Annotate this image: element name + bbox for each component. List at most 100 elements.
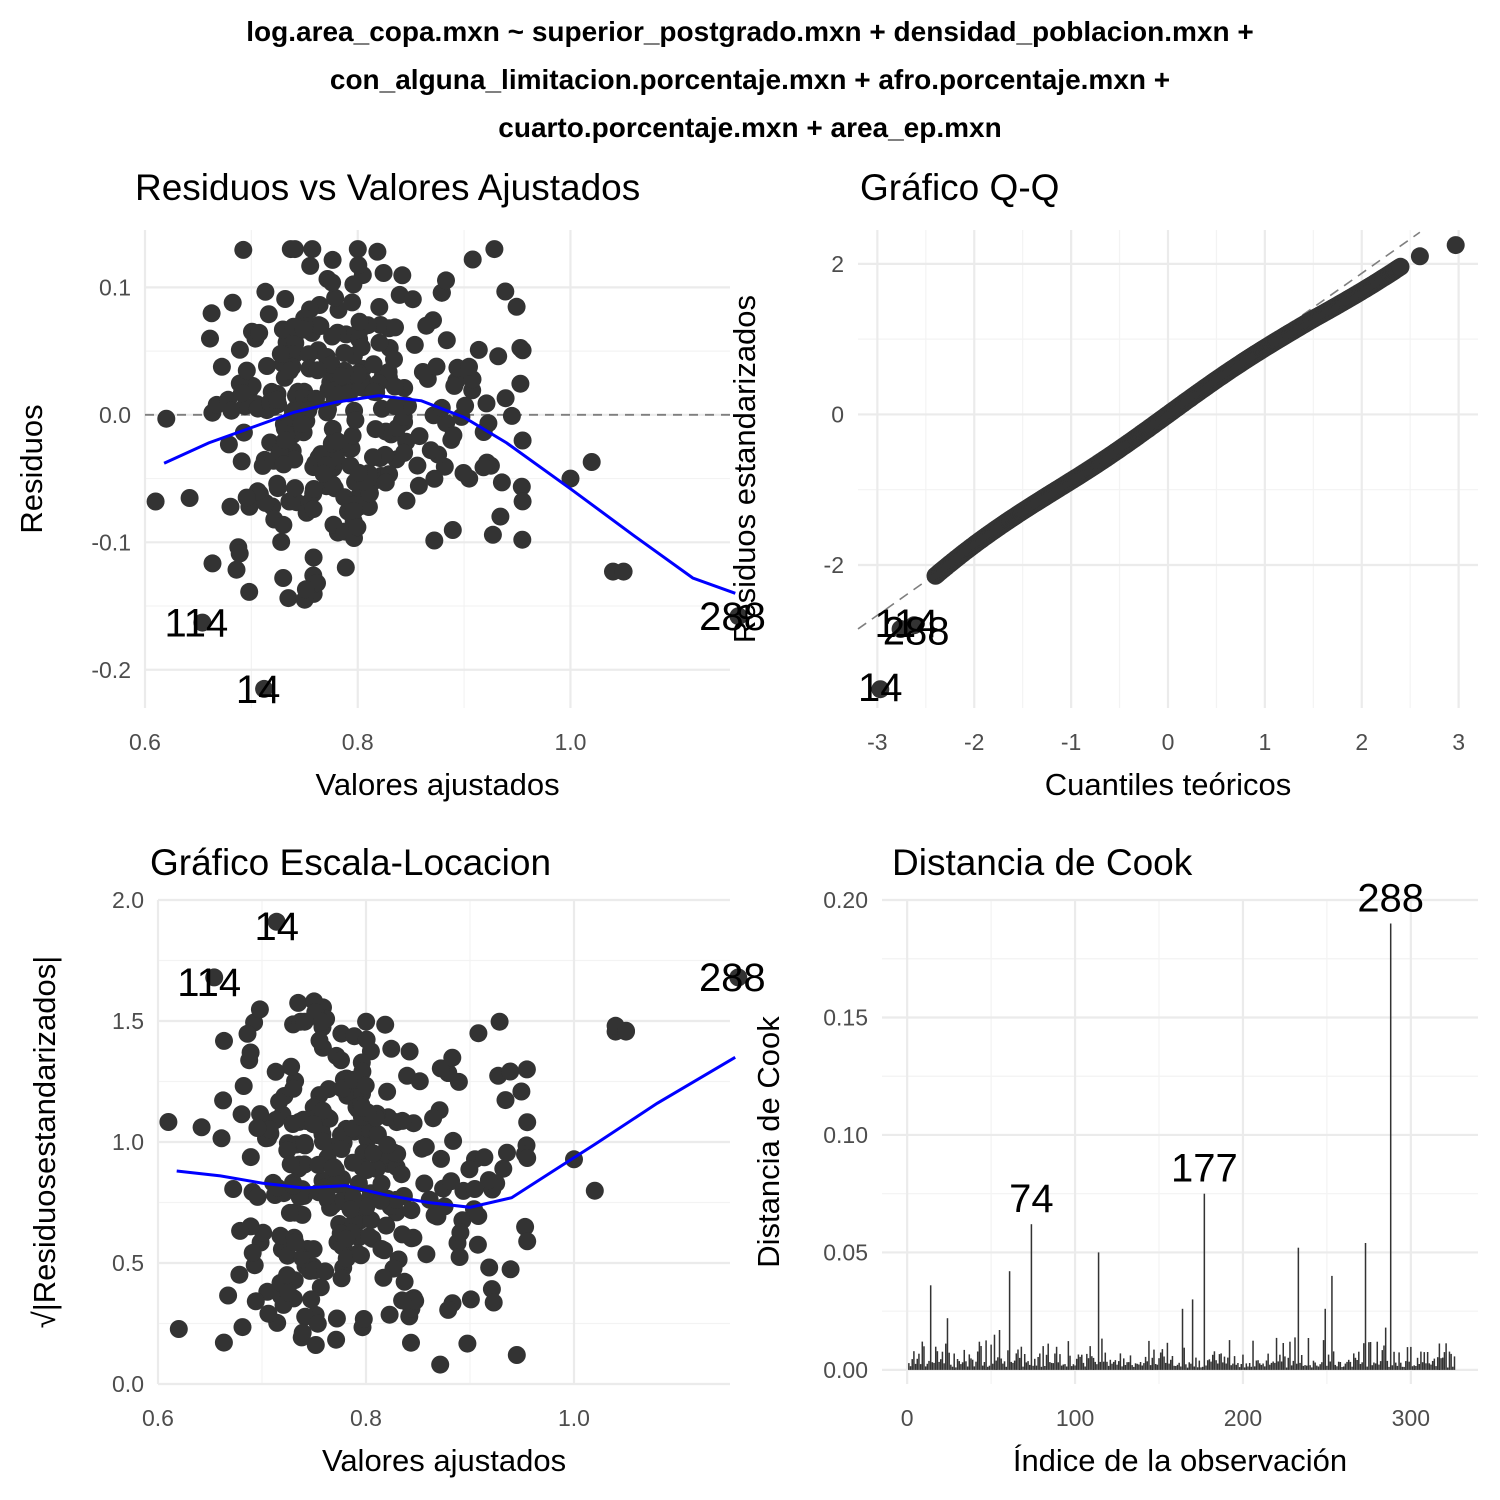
residuals-point [460,357,478,376]
cooks-bar [1388,1366,1390,1370]
cooks-bar [1277,1361,1279,1370]
cooks-bar [1154,1364,1157,1370]
qq-point [871,680,890,699]
scale_location-y-axis-label: √|Residuosestandarizados| [27,956,62,1329]
residuals-point [271,344,290,363]
scale_location-point [479,1171,498,1190]
cooks-bar [1047,1343,1049,1370]
scale_location-point [284,1079,303,1098]
scale_location-point [280,1203,299,1222]
cooks-bar [1431,1361,1434,1370]
cooks-bar [1200,1367,1202,1370]
qq-point-label: 114 [875,602,939,646]
cooks-bar [1312,1360,1315,1370]
residuals-point [370,298,389,316]
residuals-point [274,569,293,587]
cooks-bar [1307,1338,1310,1370]
residuals-point [250,323,269,342]
scale_location-point [498,1143,516,1162]
scale_location-point [232,1105,251,1124]
cooks-bar [1403,1366,1405,1370]
cooks-bar [1037,1357,1039,1370]
residuals-point [292,414,311,433]
cooks-bar [1440,1358,1442,1370]
residuals-point [237,361,256,380]
residuals-point [157,409,176,428]
cooks-x-tick-label: 200 [1224,1405,1262,1431]
scale_location-point [327,1309,346,1328]
cooks-bar [1007,1350,1009,1370]
cooks-bar [1394,1362,1397,1370]
cooks-bar [1381,1350,1384,1370]
residuals-point [203,554,222,573]
scale_location-point [306,1336,325,1354]
cooks-bar [1149,1365,1152,1370]
cooks-bar [911,1359,913,1370]
cooks-bar [1428,1363,1431,1370]
qq-point-label: 288 [883,610,950,654]
cooks-bar [1213,1351,1216,1370]
residuals-point [256,282,275,301]
cooks-bar [1107,1365,1110,1370]
scale_location-point [364,1144,383,1163]
residuals-point [437,331,456,350]
cooks-bar [1168,1363,1170,1370]
scale_location-y-tick-label: 2.0 [112,887,144,913]
scale_location-point [450,1248,469,1266]
residuals-point [232,452,251,471]
scale_location-x-tick-label: 1.0 [558,1405,590,1431]
cooks-bar [1284,1356,1286,1370]
scale_location-point [332,1140,351,1158]
scale_location-point [406,1291,425,1310]
cooks-bar [1433,1358,1436,1370]
residuals-point [385,377,404,396]
scale_location-point [212,1129,231,1148]
cooks-bar [1334,1364,1337,1370]
scale_location-point [282,1057,301,1076]
scale_location-point [516,1217,535,1236]
residuals-point [304,548,323,567]
cooks-bar [1055,1346,1058,1370]
residuals-point [232,384,251,403]
residuals-point [445,376,464,395]
cooks-bar [1285,1367,1288,1370]
scale_location-point [494,1159,513,1178]
residuals-point [234,240,253,259]
residuals-point [343,426,362,445]
scale_location-point [159,1113,178,1131]
scale_location-point [501,1260,520,1279]
cooks-bar [1020,1346,1023,1370]
scale_location-point [378,1135,397,1154]
residuals-point [335,344,354,362]
cooks-bar [1401,1366,1404,1370]
residuals-point [201,329,219,348]
cooks-bar [1386,1360,1389,1370]
cooks-bar [1010,1361,1013,1370]
residuals-point [294,320,313,339]
cooks-bar [976,1351,979,1370]
scale_location-point [313,1101,332,1120]
residuals-x-tick-label: 0.6 [129,729,161,755]
residuals-point [268,390,287,409]
residuals-point [413,363,432,381]
residuals-point [427,357,446,376]
cooks-bar [1205,1365,1207,1370]
cooks-bar [1123,1358,1125,1370]
cooks-bar [1173,1365,1175,1370]
cooks-bar [1411,1366,1414,1370]
residuals-point [308,361,327,380]
cooks-bar [1354,1357,1357,1370]
residuals-point [279,589,298,608]
scale_location-smooth-line [176,1056,736,1209]
scale_location-point [465,1180,484,1198]
residuals-point [328,432,347,451]
residuals-point [463,250,482,269]
cooks-bar [1384,1327,1387,1370]
cooks-bar [1062,1364,1065,1370]
residuals-point [729,607,748,626]
cooks-bar [1346,1361,1348,1370]
residuals-point [469,340,488,359]
residuals-point [359,498,378,516]
